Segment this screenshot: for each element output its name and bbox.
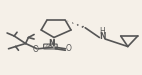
Text: N: N	[99, 32, 106, 41]
Text: O: O	[66, 44, 72, 53]
Text: N: N	[49, 39, 55, 48]
Text: O: O	[33, 45, 38, 54]
FancyBboxPatch shape	[44, 44, 57, 49]
Text: H: H	[99, 27, 105, 36]
Text: Abs: Abs	[45, 44, 56, 49]
